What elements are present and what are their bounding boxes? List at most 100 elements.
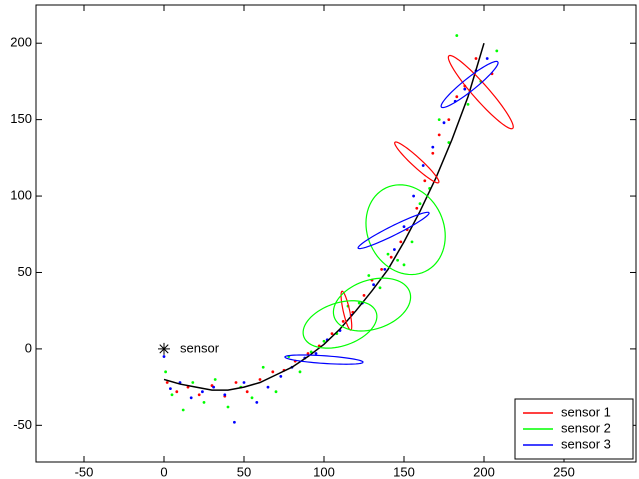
y-tick-label: 100 (10, 187, 32, 202)
y-tick-label: 50 (18, 264, 32, 279)
data-point (372, 283, 375, 287)
data-point (396, 258, 399, 262)
data-point (314, 352, 318, 355)
data-point (485, 57, 489, 60)
data-point (306, 352, 310, 355)
legend-label: sensor 1 (561, 404, 611, 419)
covariance-ellipse (394, 141, 440, 184)
data-point (271, 370, 275, 374)
data-point (357, 301, 361, 305)
data-point (169, 387, 172, 391)
data-point (226, 405, 230, 409)
data-point (455, 95, 459, 99)
legend-label: sensor 2 (561, 420, 611, 435)
y-tick-label: 200 (10, 35, 32, 50)
trajectory-line (163, 42, 485, 391)
y-tick-label: -50 (13, 417, 32, 432)
data-point (242, 381, 246, 384)
data-point (164, 370, 168, 374)
data-point (474, 57, 478, 60)
data-point (431, 151, 435, 155)
data-point (233, 420, 236, 424)
data-point (191, 381, 195, 384)
data-point (402, 225, 406, 229)
legend-label: sensor 3 (561, 436, 611, 451)
data-point (202, 400, 206, 404)
x-tick-label: -50 (75, 464, 94, 479)
data-point (181, 408, 185, 412)
data-point (298, 370, 302, 374)
x-tick-label: 200 (473, 464, 495, 479)
data-point (402, 263, 406, 267)
data-point (189, 396, 193, 400)
data-point (437, 133, 441, 137)
x-tick-label: 100 (313, 464, 335, 479)
data-point (255, 400, 259, 404)
data-point (466, 102, 470, 106)
data-point (447, 118, 451, 122)
data-point (261, 365, 265, 369)
data-point (386, 252, 390, 256)
data-point (412, 194, 415, 198)
y-tick-label: 150 (10, 111, 32, 126)
data-point (367, 274, 371, 277)
x-tick-label: 150 (393, 464, 415, 479)
data-point (447, 141, 451, 144)
data-point (378, 286, 382, 290)
data-point (380, 268, 383, 271)
data-point (423, 179, 427, 183)
data-point (389, 255, 393, 259)
data-point (258, 378, 262, 381)
data-point (383, 268, 387, 271)
data-point (197, 393, 201, 397)
data-point (463, 87, 467, 91)
data-point (274, 390, 278, 394)
data-point (234, 381, 238, 384)
data-point (279, 375, 283, 378)
x-tick-label: 50 (237, 464, 251, 479)
data-point (437, 118, 441, 122)
covariance-ellipse (284, 354, 364, 365)
y-tick-label: 0 (25, 340, 32, 355)
data-point (341, 319, 345, 323)
covariance-ellipse (332, 277, 412, 332)
data-point (170, 393, 174, 397)
data-point (266, 385, 270, 389)
data-point (245, 390, 249, 394)
data-point (495, 49, 499, 53)
data-point (250, 396, 254, 400)
data-point (415, 206, 419, 210)
covariance-ellipse (357, 211, 430, 250)
data-point (212, 385, 216, 389)
data-point (322, 339, 326, 343)
x-tick-label: 0 (160, 464, 167, 479)
covariance-ellipse (365, 184, 446, 276)
data-point (421, 164, 425, 167)
data-point (399, 240, 403, 244)
sensor-label: sensor (180, 340, 220, 355)
covariance-ellipse (447, 54, 514, 130)
data-point (213, 378, 217, 381)
covariance-ellipse (440, 60, 499, 109)
data-point (410, 240, 414, 244)
plot-area (35, 4, 637, 463)
data-point (165, 381, 169, 384)
data-point (330, 332, 334, 336)
data-point (393, 248, 396, 251)
data-point (223, 393, 227, 397)
data-point (431, 145, 435, 149)
data-point (175, 390, 179, 394)
x-tick-label: 250 (553, 464, 575, 479)
covariance-ellipse (340, 290, 353, 331)
data-point (162, 355, 166, 358)
data-point (418, 202, 422, 206)
data-point (201, 390, 204, 394)
sensor-marker (158, 342, 170, 355)
covariance-ellipse (302, 300, 378, 349)
data-point (442, 121, 446, 125)
sensor-star-stroke (159, 344, 169, 354)
data-point (362, 294, 366, 297)
data-point (455, 34, 459, 37)
